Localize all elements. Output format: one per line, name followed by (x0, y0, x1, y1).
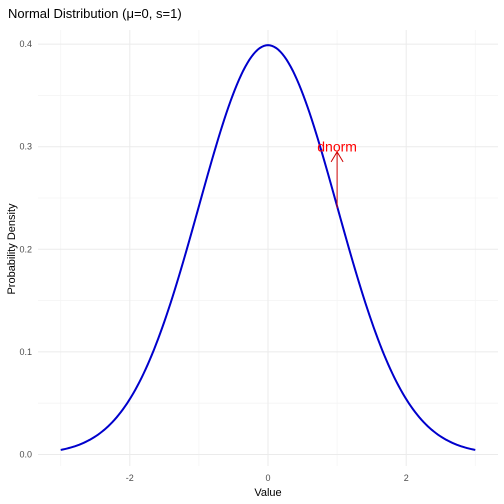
y-tick-label: 0.2 (19, 244, 32, 254)
y-tick-label: 0.4 (19, 39, 32, 49)
x-axis-title: Value (254, 487, 281, 499)
grid (38, 30, 498, 466)
annotation-arrow-head (330, 150, 344, 163)
annotation: dnorm (317, 139, 357, 209)
x-tick-label: -2 (126, 473, 134, 483)
y-tick-label: 0.0 (19, 450, 32, 460)
y-tick-label: 0.3 (19, 142, 32, 152)
x-tick-labels: -2 0 2 (126, 473, 409, 483)
y-tick-labels: 0.0 0.1 0.2 0.3 0.4 (19, 39, 32, 459)
density-series-line (60, 44, 476, 451)
chart-title: Normal Distribution (μ=0, s=1) (8, 6, 182, 21)
x-tick-label: 0 (265, 473, 270, 483)
annotation-label: dnorm (317, 139, 357, 155)
y-tick-label: 0.1 (19, 347, 32, 357)
y-axis-title: Probability Density (6, 203, 18, 295)
x-tick-label: 2 (404, 473, 409, 483)
